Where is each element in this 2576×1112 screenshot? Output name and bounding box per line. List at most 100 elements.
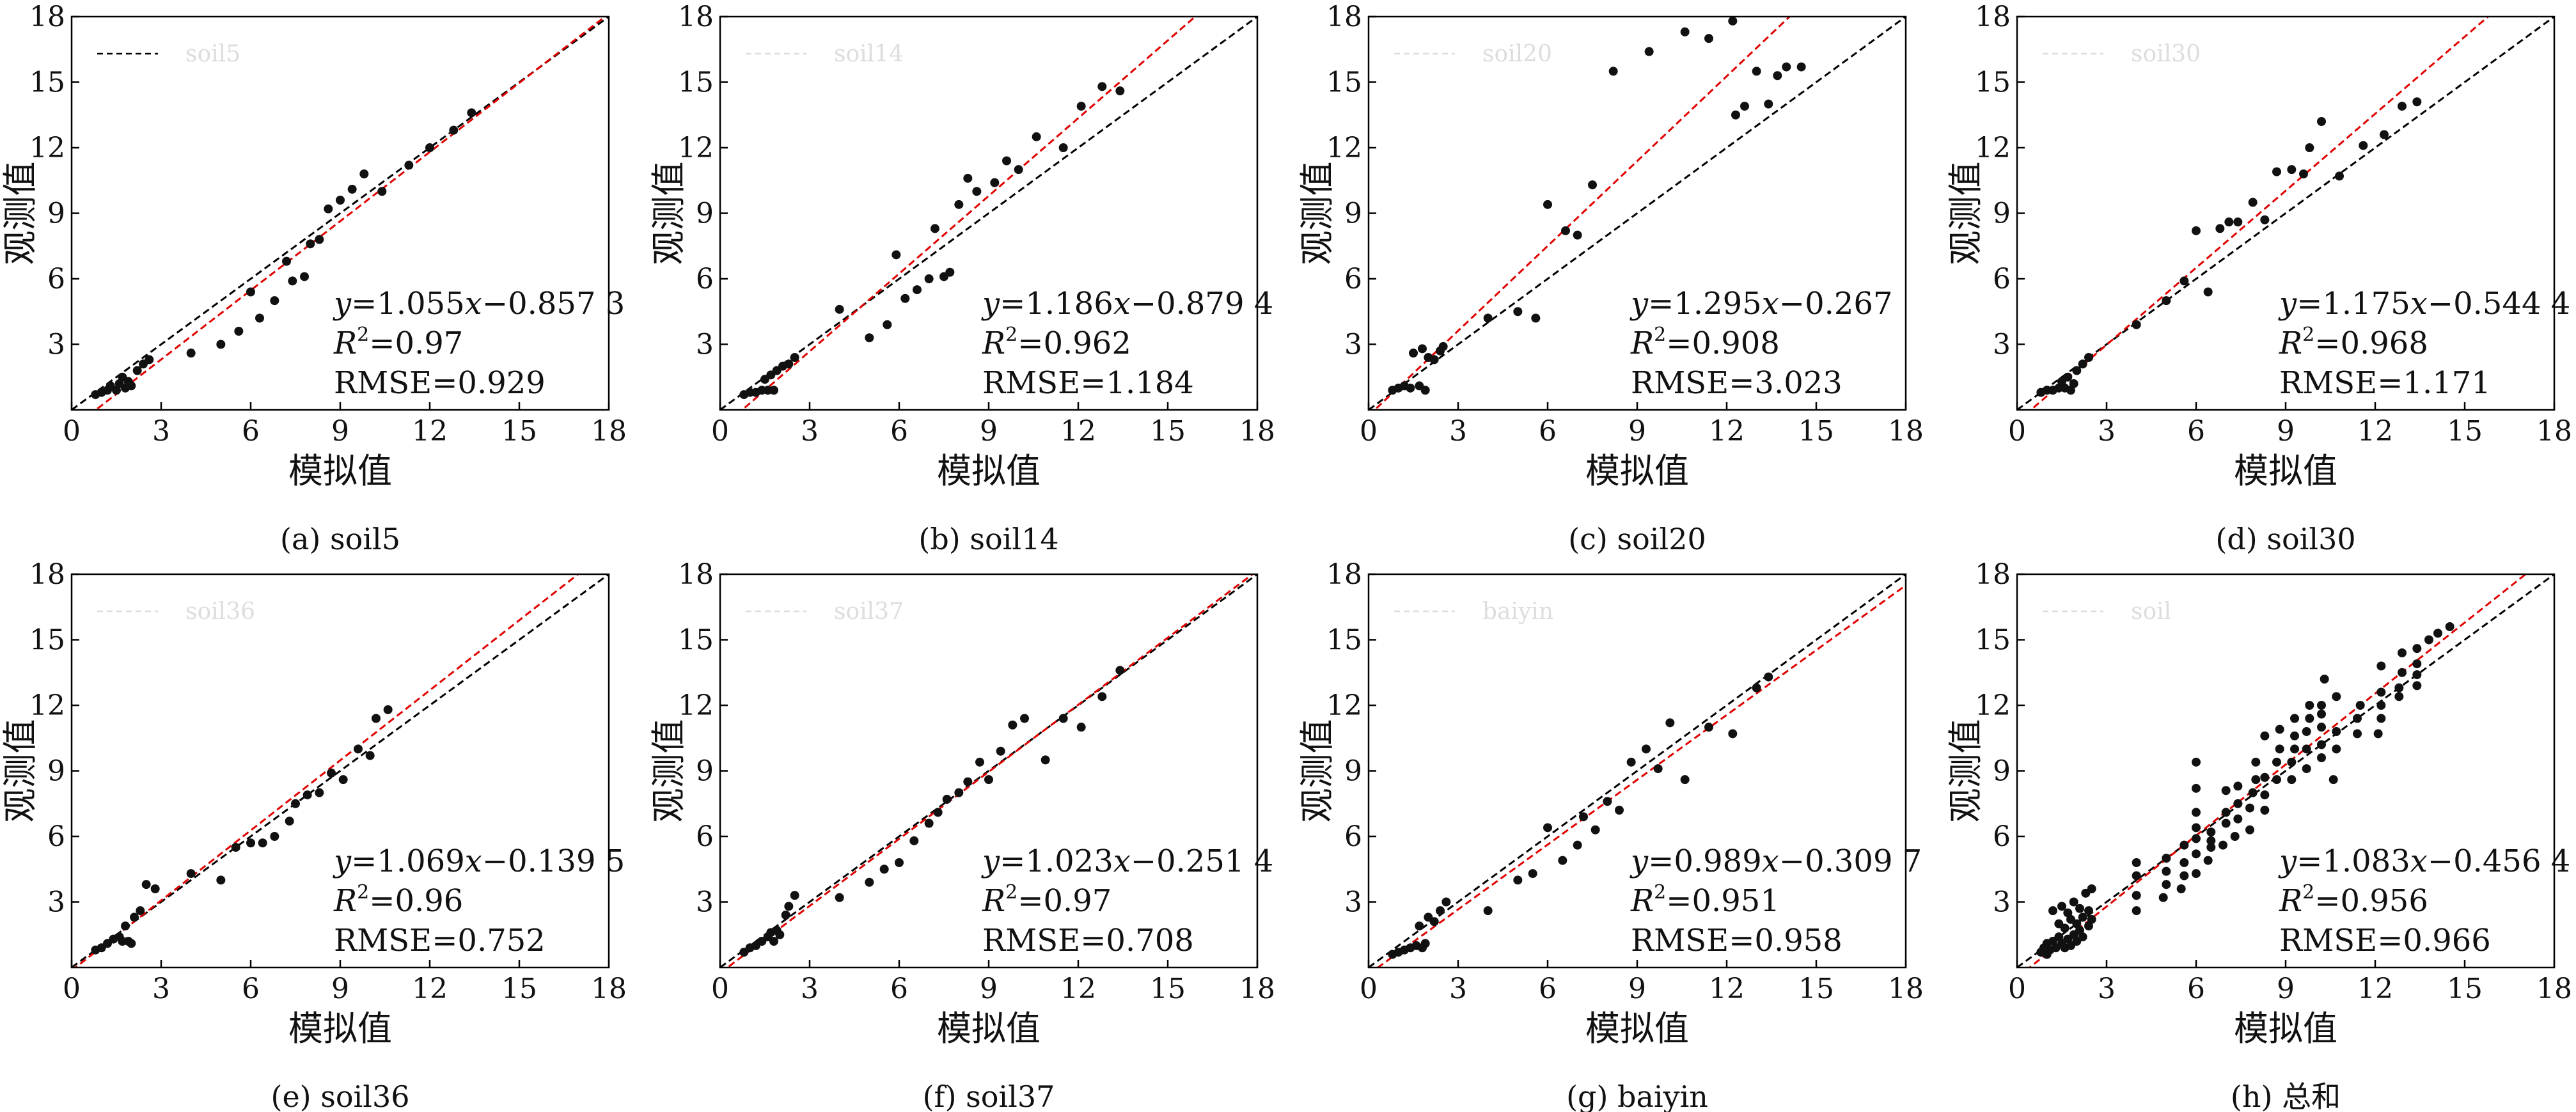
- equation-y: y: [981, 286, 1000, 322]
- data-point: [1579, 812, 1588, 822]
- r2-symbol: R: [2279, 325, 2302, 361]
- scatter-panel: baiyin 0 3 6 9 12 15 18 3 6 9 12 15 18 模拟值 观测值 y=0.989x−…: [1297, 558, 1924, 1112]
- data-point: [404, 161, 414, 170]
- data-point: [336, 196, 345, 205]
- rmse-value: RMSE=3.023: [1631, 365, 1842, 401]
- data-point: [2251, 775, 2261, 785]
- fit-equation: y=1.055x−0.857 3: [333, 286, 625, 322]
- x-tick-label: 0: [1360, 973, 1378, 1005]
- x-tick-label: 0: [63, 415, 81, 448]
- y-tick-label: 6: [696, 820, 714, 853]
- data-point: [2359, 141, 2368, 150]
- fit-line: [1376, 584, 1906, 967]
- data-point: [2087, 914, 2096, 924]
- x-tick-label: 6: [890, 415, 908, 448]
- x-tick-label: 9: [2277, 415, 2295, 448]
- data-point: [2179, 858, 2189, 867]
- data-point: [2290, 731, 2299, 740]
- data-point: [1415, 921, 1424, 931]
- data-point: [2376, 661, 2386, 671]
- data-point: [2317, 740, 2326, 749]
- data-point: [900, 294, 910, 303]
- fit-equation: y=1.083x−0.456 4: [2278, 843, 2570, 879]
- data-point: [1573, 840, 1582, 850]
- y-tick-label: 6: [1344, 820, 1362, 853]
- data-point: [2412, 681, 2422, 691]
- data-points: [739, 82, 1125, 400]
- data-point: [2445, 622, 2454, 631]
- data-point: [1528, 869, 1537, 879]
- data-point: [288, 276, 297, 286]
- data-point: [1058, 714, 1068, 723]
- data-point: [1615, 806, 1624, 815]
- r2-superscript: 2: [2302, 881, 2314, 904]
- data-point: [327, 768, 336, 778]
- data-point: [2192, 869, 2201, 879]
- x-tick-label: 3: [1449, 973, 1467, 1005]
- data-point: [2380, 130, 2389, 139]
- x-tick-label: 12: [412, 415, 448, 448]
- x-tick-label: 9: [331, 415, 349, 448]
- data-point: [2206, 843, 2216, 852]
- rmse-value: RMSE=0.752: [334, 923, 546, 959]
- y-axis-label: 观测值: [1945, 162, 1986, 265]
- data-point: [984, 775, 993, 785]
- data-point: [2179, 871, 2189, 881]
- x-tick-label: 18: [1888, 415, 1924, 448]
- x-tick-label: 18: [1239, 415, 1275, 448]
- x-tick-label: 9: [2277, 973, 2295, 1005]
- x-tick-label: 12: [412, 973, 448, 1005]
- x-tick-label: 3: [152, 973, 170, 1005]
- y-tick-label: 18: [678, 1, 714, 33]
- data-point: [216, 875, 226, 885]
- data-point: [924, 818, 934, 828]
- data-point: [790, 891, 799, 900]
- identity-line: [2017, 574, 2554, 967]
- data-point: [1728, 17, 1738, 26]
- legend-label: soil20: [1482, 41, 1552, 67]
- data-point: [2299, 169, 2308, 178]
- data-point: [2272, 757, 2281, 767]
- y-tick-label: 9: [1993, 198, 2011, 230]
- panel-caption: (a) soil5: [280, 522, 400, 556]
- panel-caption: (c) soil20: [1568, 522, 1706, 556]
- rmse-value: RMSE=1.184: [982, 365, 1194, 401]
- rmse-value: RMSE=0.966: [2279, 923, 2491, 959]
- data-point: [1429, 917, 1439, 927]
- r2-value: =0.96: [369, 883, 463, 919]
- rmse-value: RMSE=0.958: [1631, 923, 1842, 959]
- data-point: [127, 381, 136, 391]
- y-tick-label: 6: [696, 263, 714, 295]
- y-tick-label: 3: [696, 329, 714, 361]
- legend-label: soil14: [834, 41, 904, 67]
- data-point: [1680, 27, 1690, 36]
- x-axis-label: 模拟值: [288, 1008, 392, 1049]
- equation-x: x: [465, 286, 482, 322]
- data-point: [2412, 97, 2422, 107]
- y-tick-label: 18: [29, 1, 65, 33]
- data-point: [865, 333, 874, 343]
- x-axis-label: 模拟值: [2234, 1008, 2337, 1049]
- data-point: [1441, 897, 1451, 907]
- x-tick-label: 0: [711, 415, 729, 448]
- r2-symbol: R: [1630, 883, 1654, 919]
- data-point: [835, 304, 844, 314]
- data-point: [2412, 659, 2422, 669]
- data-point: [2078, 932, 2087, 942]
- data-point: [1097, 82, 1107, 91]
- r2-value: =0.908: [1666, 325, 1780, 361]
- data-point: [1642, 744, 1651, 754]
- x-tick-label: 3: [801, 415, 819, 448]
- r2-symbol: R: [982, 883, 1005, 919]
- data-point: [1665, 718, 1675, 728]
- data-point: [2192, 834, 2201, 843]
- x-axis-label: 模拟值: [937, 1008, 1041, 1049]
- legend-label: baiyin: [1482, 599, 1553, 625]
- r-squared: R2=0.97: [982, 881, 1111, 919]
- data-point: [2132, 906, 2141, 916]
- scatter-panel: soil36 0 3 6 9 12 15 18 3 6 9 12 15 18 模拟值 观测值 y=1.069x−…: [0, 558, 627, 1112]
- data-point: [2233, 814, 2243, 824]
- fit-line: [2028, 574, 2527, 967]
- x-tick-label: 18: [2536, 973, 2572, 1005]
- panel-caption: (h) 总和: [2231, 1079, 2341, 1112]
